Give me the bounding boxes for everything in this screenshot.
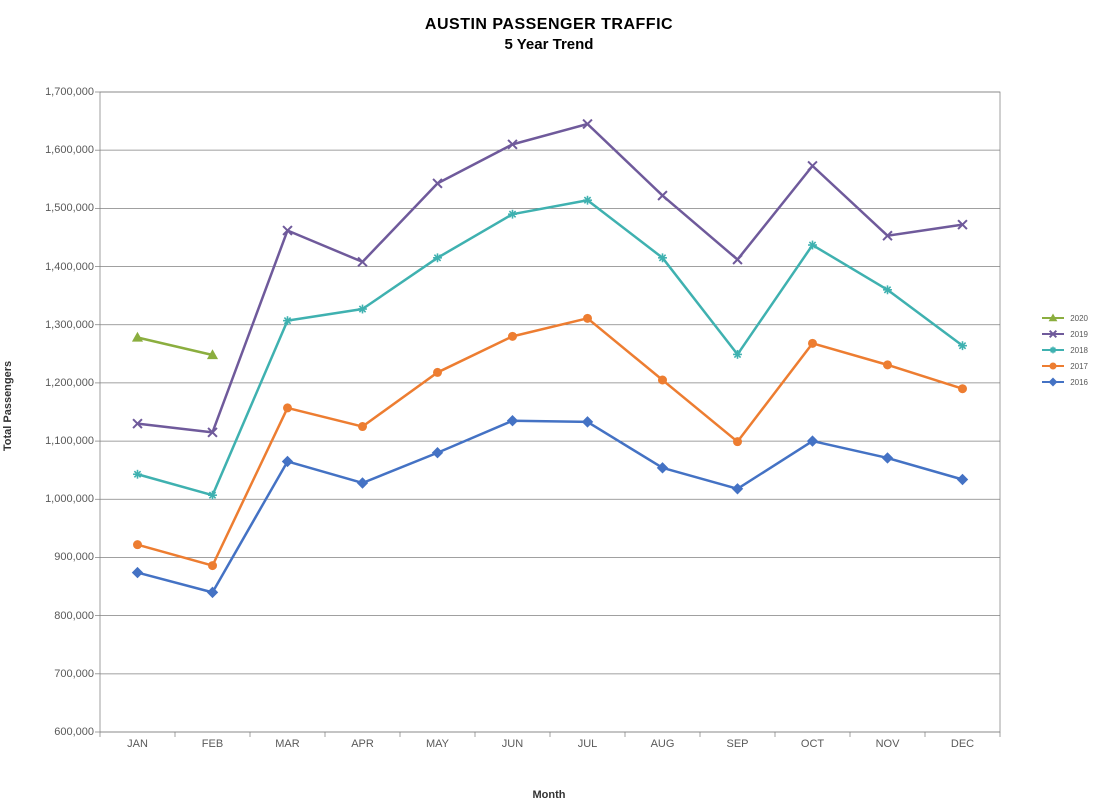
x-tick-label: JUL	[578, 732, 598, 750]
x-tick-label: OCT	[801, 732, 824, 750]
series-2016	[133, 416, 968, 598]
legend-label-2018: 2018	[1070, 346, 1088, 355]
x-tick-label: APR	[351, 732, 374, 750]
x-tick-label: NOV	[876, 732, 900, 750]
series-2020	[133, 333, 217, 359]
legend-label-2020: 2020	[1070, 314, 1088, 323]
legend-swatch-2020	[1042, 313, 1064, 323]
x-axis-label: Month	[0, 789, 1098, 801]
legend-item-2017: 2017	[1042, 358, 1088, 374]
y-tick-label: 1,500,000	[45, 202, 100, 214]
y-tick-label: 1,000,000	[45, 493, 100, 505]
y-tick-label: 1,200,000	[45, 377, 100, 389]
y-tick-label: 900,000	[54, 551, 100, 563]
series-2017	[134, 314, 967, 569]
legend-item-2018: 2018	[1042, 342, 1088, 358]
legend-item-2020: 2020	[1042, 310, 1088, 326]
legend-label-2017: 2017	[1070, 362, 1088, 371]
x-tick-label: SEP	[726, 732, 748, 750]
y-tick-label: 700,000	[54, 668, 100, 680]
x-tick-label: JAN	[127, 732, 148, 750]
legend-swatch-2018	[1042, 345, 1064, 355]
y-tick-label: 1,600,000	[45, 144, 100, 156]
series-2018	[133, 196, 967, 500]
legend-swatch-2017	[1042, 361, 1064, 371]
legend-label-2016: 2016	[1070, 378, 1088, 387]
x-tick-label: FEB	[202, 732, 223, 750]
chart-title-line2: 5 Year Trend	[0, 36, 1098, 53]
legend-label-2019: 2019	[1070, 330, 1088, 339]
y-tick-label: 600,000	[54, 726, 100, 738]
x-tick-label: MAY	[426, 732, 449, 750]
y-tick-label: 1,400,000	[45, 261, 100, 273]
legend-swatch-2016	[1042, 377, 1064, 387]
y-tick-label: 800,000	[54, 610, 100, 622]
chart-title-line1: AUSTIN PASSENGER TRAFFIC	[0, 16, 1098, 34]
legend-item-2019: 2019	[1042, 326, 1088, 342]
y-tick-label: 1,100,000	[45, 435, 100, 447]
x-tick-label: DEC	[951, 732, 974, 750]
y-tick-label: 1,700,000	[45, 86, 100, 98]
x-tick-label: MAR	[275, 732, 299, 750]
plot-area: 600,000700,000800,000900,0001,000,0001,1…	[100, 92, 1000, 732]
plot-svg	[100, 92, 1000, 732]
legend: 2020 2019 2018 2017 2016	[1042, 310, 1088, 390]
y-tick-label: 1,300,000	[45, 319, 100, 331]
chart-container: AUSTIN PASSENGER TRAFFIC 5 Year Trend To…	[0, 0, 1098, 811]
legend-swatch-2019	[1042, 329, 1064, 339]
x-tick-label: JUN	[502, 732, 523, 750]
y-axis-label: Total Passengers	[2, 360, 14, 450]
x-tick-label: AUG	[651, 732, 675, 750]
legend-item-2016: 2016	[1042, 374, 1088, 390]
